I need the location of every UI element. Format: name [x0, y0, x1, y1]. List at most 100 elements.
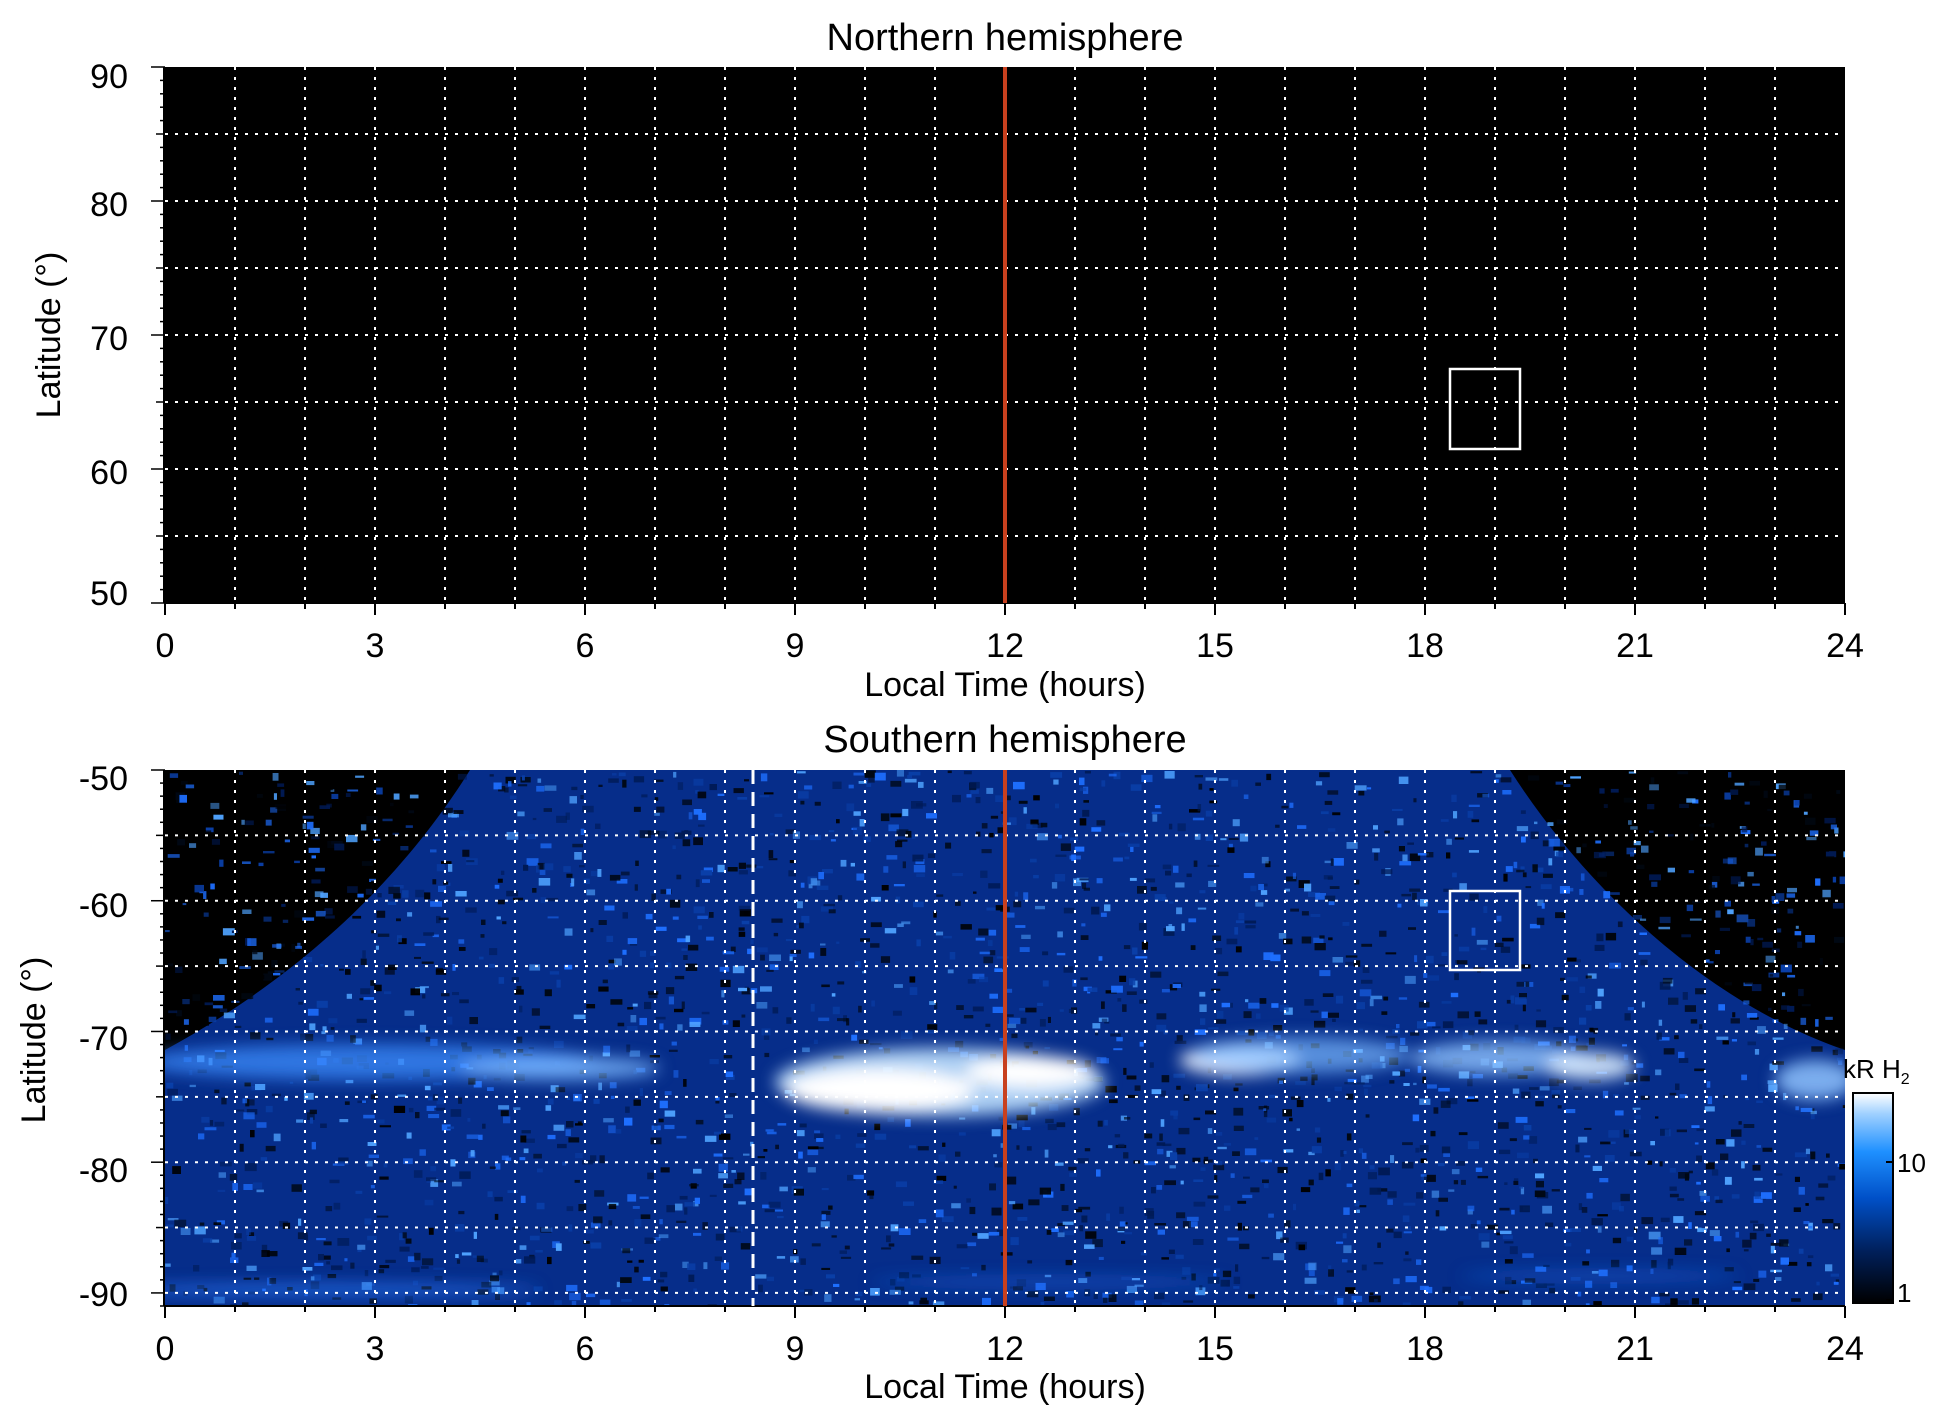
speckle-pixel [626, 1044, 631, 1053]
speckle-pixel [1033, 795, 1040, 801]
speckle-pixel [554, 1300, 562, 1305]
speckle-pixel [307, 772, 314, 776]
speckle-pixel [1062, 1221, 1074, 1225]
speckle-pixel [898, 1228, 911, 1235]
speckle-pixel [1134, 1284, 1144, 1287]
speckle-pixel [211, 839, 220, 845]
speckle-pixel [1509, 1138, 1517, 1142]
speckle-pixel [1175, 1254, 1184, 1259]
speckle-pixel [734, 1179, 742, 1185]
speckle-pixel [1192, 817, 1205, 821]
speckle-pixel [738, 905, 751, 911]
speckle-pixel [1084, 1244, 1095, 1249]
speckle-pixel [1227, 847, 1235, 853]
speckle-pixel [1810, 1110, 1817, 1115]
speckle-pixel [428, 1114, 440, 1119]
speckle-pixel [1803, 1221, 1810, 1225]
speckle-pixel [1161, 1257, 1169, 1260]
speckle-pixel [1730, 876, 1741, 885]
speckle-pixel [1523, 1135, 1530, 1140]
speckle-pixel [482, 1123, 486, 1129]
speckle-pixel [168, 1010, 178, 1014]
speckle-pixel [1345, 961, 1356, 966]
speckle-pixel [1508, 1073, 1518, 1079]
speckle-pixel [1168, 823, 1173, 830]
speckle-pixel [738, 927, 745, 931]
speckle-pixel [1663, 1048, 1675, 1055]
speckle-pixel [897, 923, 904, 927]
speckle-pixel [1358, 1148, 1363, 1154]
south-y-tick: -50 [79, 760, 128, 798]
speckle-pixel [598, 784, 603, 787]
speckle-pixel [580, 828, 585, 835]
speckle-pixel [987, 940, 993, 947]
speckle-pixel [244, 1082, 251, 1087]
speckle-pixel [1416, 1192, 1424, 1199]
speckle-pixel [639, 1017, 647, 1026]
speckle-pixel [1092, 1023, 1101, 1029]
speckle-pixel [1535, 1266, 1547, 1272]
speckle-pixel [698, 812, 707, 821]
speckle-pixel [1023, 892, 1029, 900]
speckle-pixel [1319, 970, 1331, 977]
speckle-pixel [1612, 1237, 1622, 1244]
speckle-pixel [1261, 856, 1269, 864]
speckle-pixel [371, 880, 383, 884]
speckle-pixel [676, 874, 682, 880]
speckle-pixel [1397, 903, 1402, 908]
speckle-pixel [729, 1093, 737, 1097]
speckle-pixel [209, 1120, 214, 1126]
speckle-pixel [1724, 792, 1731, 800]
speckle-pixel [1586, 1192, 1593, 1199]
speckle-pixel [1724, 1267, 1734, 1272]
speckle-pixel [302, 823, 306, 829]
speckle-pixel [1047, 1016, 1051, 1023]
speckle-pixel [1156, 1024, 1167, 1032]
speckle-pixel [481, 1281, 492, 1288]
speckle-pixel [458, 1097, 463, 1104]
speckle-pixel [739, 909, 751, 917]
speckle-pixel [402, 890, 409, 898]
speckle-pixel [909, 976, 916, 983]
speckle-pixel [1181, 923, 1185, 931]
speckle-pixel [1180, 1180, 1184, 1185]
speckle-pixel [295, 945, 302, 949]
speckle-pixel [730, 946, 736, 952]
speckle-pixel [1505, 1276, 1512, 1285]
speckle-pixel [1130, 784, 1142, 791]
speckle-pixel [651, 893, 656, 901]
speckle-pixel [1235, 1264, 1239, 1272]
speckle-pixel [703, 867, 713, 872]
speckle-pixel [770, 832, 774, 836]
speckle-pixel [1667, 1258, 1674, 1266]
speckle-pixel [1457, 1011, 1469, 1019]
speckle-pixel [1585, 1303, 1590, 1306]
speckle-pixel [1608, 1141, 1616, 1144]
speckle-pixel [658, 1234, 669, 1239]
speckle-pixel [489, 1166, 496, 1169]
speckle-pixel [672, 916, 679, 920]
speckle-pixel [1726, 1248, 1730, 1253]
speckle-pixel [273, 973, 281, 976]
speckle-pixel [1366, 787, 1372, 790]
speckle-pixel [1150, 886, 1157, 891]
speckle-pixel [1500, 777, 1512, 783]
speckle-pixel [1715, 950, 1720, 955]
speckle-pixel [991, 1129, 1001, 1137]
speckle-pixel [1739, 833, 1747, 840]
speckle-pixel [1768, 972, 1780, 978]
speckle-pixel [1633, 1227, 1637, 1233]
speckle-pixel [1025, 1045, 1030, 1049]
speckle-pixel [1658, 1019, 1663, 1026]
south-x-axis-label: Local Time (hours) [864, 1368, 1146, 1406]
speckle-pixel [1476, 1220, 1481, 1225]
speckle-pixel [362, 1100, 367, 1103]
speckle-pixel [1549, 1287, 1556, 1294]
speckle-pixel [295, 894, 302, 903]
speckle-pixel [1648, 1231, 1661, 1240]
speckle-pixel [1462, 1031, 1472, 1039]
speckle-pixel [1430, 1130, 1436, 1137]
speckle-pixel [165, 1196, 169, 1204]
speckle-pixel [622, 1248, 631, 1254]
